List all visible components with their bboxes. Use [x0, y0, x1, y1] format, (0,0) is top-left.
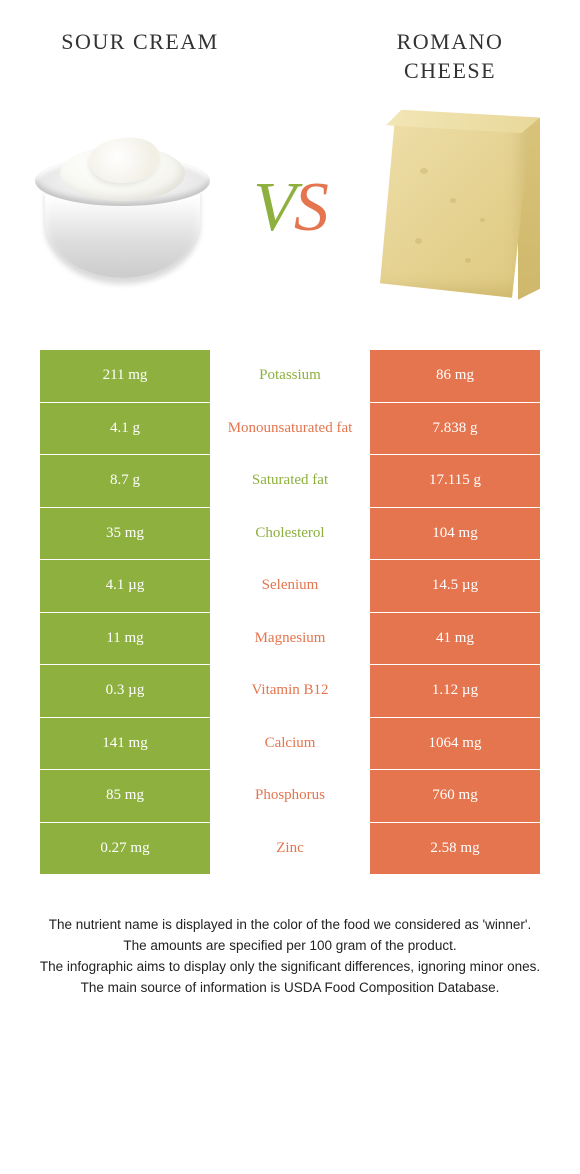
left-value: 211 mg: [40, 350, 210, 402]
table-row: 0.27 mgZinc2.58 mg: [40, 823, 540, 876]
table-row: 8.7 gSaturated fat17.115 g: [40, 455, 540, 508]
right-value: 14.5 µg: [370, 560, 540, 612]
right-value: 86 mg: [370, 350, 540, 402]
right-value: 1064 mg: [370, 718, 540, 770]
table-row: 4.1 gMonounsaturated fat7.838 g: [40, 403, 540, 456]
footer-notes: The nutrient name is displayed in the co…: [0, 875, 580, 999]
table-row: 0.3 µgVitamin B121.12 µg: [40, 665, 540, 718]
nutrient-label: Magnesium: [210, 613, 370, 665]
table-row: 211 mgPotassium86 mg: [40, 350, 540, 403]
right-value: 7.838 g: [370, 403, 540, 455]
hero-row: VS: [0, 95, 580, 350]
comparison-table: 211 mgPotassium86 mg4.1 gMonounsaturated…: [0, 350, 580, 875]
nutrient-label: Zinc: [210, 823, 370, 875]
vs-s: S: [294, 169, 327, 246]
left-value: 4.1 µg: [40, 560, 210, 612]
right-food-title: ROMANO CHEESE: [360, 28, 540, 85]
vs-v: V: [253, 169, 294, 246]
left-value: 11 mg: [40, 613, 210, 665]
nutrient-label: Saturated fat: [210, 455, 370, 507]
footer-line-2: The amounts are specified per 100 gram o…: [35, 936, 545, 957]
nutrient-label: Cholesterol: [210, 508, 370, 560]
right-value: 2.58 mg: [370, 823, 540, 875]
right-value: 1.12 µg: [370, 665, 540, 717]
left-value: 8.7 g: [40, 455, 210, 507]
left-value: 141 mg: [40, 718, 210, 770]
left-food-title: SOUR CREAM: [40, 28, 240, 85]
right-value: 104 mg: [370, 508, 540, 560]
nutrient-label: Potassium: [210, 350, 370, 402]
romano-cheese-image: [370, 120, 545, 295]
nutrient-label: Selenium: [210, 560, 370, 612]
left-value: 4.1 g: [40, 403, 210, 455]
header: SOUR CREAM ROMANO CHEESE: [0, 0, 580, 95]
sour-cream-image: [35, 120, 210, 295]
nutrient-label: Vitamin B12: [210, 665, 370, 717]
nutrient-label: Calcium: [210, 718, 370, 770]
table-row: 85 mgPhosphorus760 mg: [40, 770, 540, 823]
footer-line-1: The nutrient name is displayed in the co…: [35, 915, 545, 936]
right-value: 17.115 g: [370, 455, 540, 507]
left-value: 35 mg: [40, 508, 210, 560]
right-value: 41 mg: [370, 613, 540, 665]
footer-line-3: The infographic aims to display only the…: [35, 957, 545, 978]
footer-line-4: The main source of information is USDA F…: [35, 978, 545, 999]
table-row: 35 mgCholesterol104 mg: [40, 508, 540, 561]
nutrient-label: Monounsaturated fat: [210, 403, 370, 455]
table-row: 141 mgCalcium1064 mg: [40, 718, 540, 771]
table-row: 11 mgMagnesium41 mg: [40, 613, 540, 666]
left-value: 0.27 mg: [40, 823, 210, 875]
right-value: 760 mg: [370, 770, 540, 822]
nutrient-label: Phosphorus: [210, 770, 370, 822]
vs-label: VS: [253, 168, 327, 248]
left-value: 0.3 µg: [40, 665, 210, 717]
table-row: 4.1 µgSelenium14.5 µg: [40, 560, 540, 613]
left-value: 85 mg: [40, 770, 210, 822]
